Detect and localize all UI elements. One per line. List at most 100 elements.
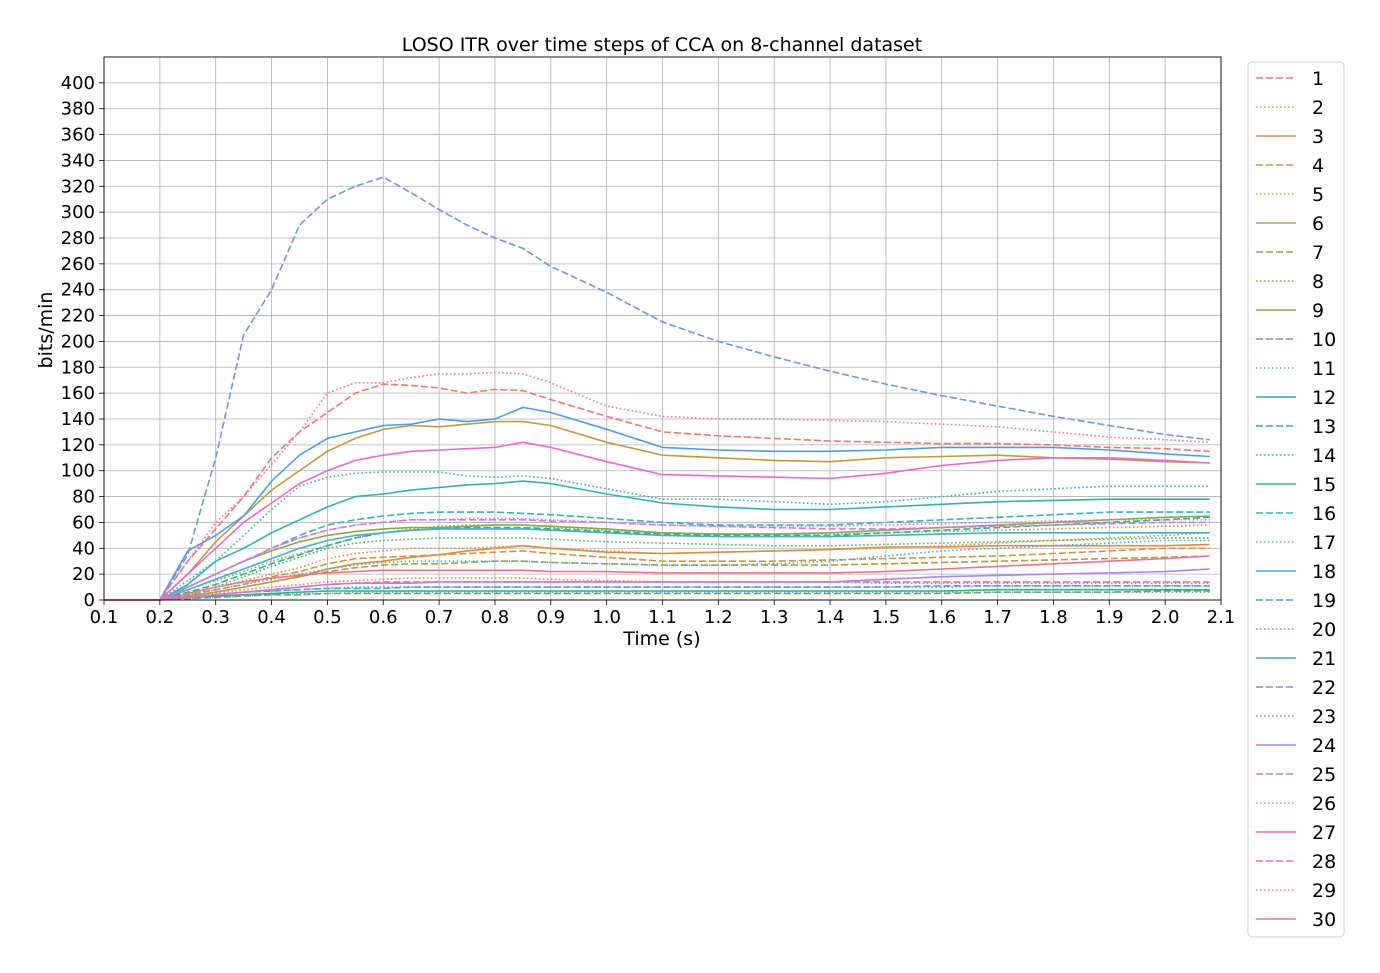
legend-label-2: 2	[1312, 97, 1324, 119]
y-tick-label: 40	[72, 538, 95, 559]
legend-label-7: 7	[1312, 242, 1324, 264]
legend-label-6: 6	[1312, 213, 1324, 235]
x-tick-label: 1.8	[1039, 607, 1068, 628]
series-line-27	[104, 441, 1210, 601]
y-tick-label: 220	[61, 306, 95, 327]
series-lines	[104, 176, 1210, 601]
legend-label-25: 25	[1312, 764, 1336, 786]
x-tick-label: 0.1	[90, 607, 119, 628]
y-axis-label: bits/min	[35, 292, 57, 369]
x-tick-label: 1.0	[592, 607, 621, 628]
legend: 1234567891011121314151617181920212223242…	[1247, 61, 1345, 938]
x-tick-label: 2.1	[1207, 607, 1236, 628]
series-line-22	[104, 176, 1210, 601]
x-tick-label: 1.6	[927, 607, 956, 628]
series-line-13	[104, 516, 1210, 601]
series-line-12	[104, 588, 1210, 601]
legend-label-28: 28	[1312, 851, 1336, 873]
y-tick-label: 280	[61, 228, 95, 249]
legend-label-4: 4	[1312, 155, 1324, 177]
y-tick-label: 340	[61, 150, 95, 171]
x-tick-label: 1.5	[872, 607, 901, 628]
x-tick-label: 0.6	[369, 607, 398, 628]
y-tick-label: 240	[61, 280, 95, 301]
legend-label-14: 14	[1312, 445, 1336, 467]
legend-label-8: 8	[1312, 271, 1324, 293]
x-tick-label: 1.9	[1095, 607, 1124, 628]
y-tick-label: 200	[61, 331, 95, 352]
legend-label-21: 21	[1312, 648, 1336, 670]
y-tick-label: 380	[61, 99, 95, 120]
x-tick-label: 0.9	[536, 607, 565, 628]
series-line-5	[104, 532, 1210, 601]
series-line-7	[104, 555, 1210, 601]
legend-label-12: 12	[1312, 387, 1336, 409]
y-tick-label: 300	[61, 202, 95, 223]
series-line-23	[104, 591, 1210, 601]
series-line-14	[104, 471, 1210, 601]
legend-label-24: 24	[1312, 735, 1336, 757]
series-line-21	[104, 406, 1210, 601]
legend-label-27: 27	[1312, 822, 1336, 844]
x-tick-label: 1.4	[816, 607, 845, 628]
y-tick-label: 60	[72, 512, 95, 533]
legend-label-26: 26	[1312, 793, 1336, 815]
legend-label-18: 18	[1312, 561, 1336, 583]
series-line-6	[104, 420, 1210, 601]
y-tick-label: 320	[61, 176, 95, 197]
y-tick-label: 0	[84, 590, 95, 611]
series-line-11	[104, 537, 1210, 601]
grid	[103, 57, 1222, 601]
legend-label-5: 5	[1312, 184, 1324, 206]
y-tick-label: 140	[61, 409, 95, 430]
x-axis-label: Time (s)	[622, 628, 700, 650]
series-line-28	[104, 581, 1210, 601]
y-tick-label: 400	[61, 73, 95, 94]
y-tick-label: 260	[61, 254, 95, 275]
legend-label-23: 23	[1312, 706, 1336, 728]
x-tick-label: 1.2	[704, 607, 733, 628]
legend-label-13: 13	[1312, 416, 1336, 438]
legend-label-9: 9	[1312, 300, 1324, 322]
legend-label-29: 29	[1312, 880, 1336, 902]
x-tick-label: 1.7	[983, 607, 1012, 628]
x-tick-label: 0.7	[425, 607, 454, 628]
legend-label-15: 15	[1312, 474, 1336, 496]
legend-label-19: 19	[1312, 590, 1336, 612]
x-tick-label: 1.3	[760, 607, 789, 628]
series-line-17	[104, 539, 1210, 601]
y-tick-label: 100	[61, 461, 95, 482]
x-tick-label: 0.3	[201, 607, 230, 628]
x-tick-label: 0.8	[481, 607, 510, 628]
legend-label-22: 22	[1312, 677, 1336, 699]
y-tick-label: 80	[72, 487, 95, 508]
legend-label-1: 1	[1312, 68, 1324, 90]
y-tick-label: 180	[61, 357, 95, 378]
x-tick-label: 0.4	[257, 607, 286, 628]
y-tick-label: 20	[72, 564, 95, 585]
series-line-18	[104, 528, 1210, 601]
series-line-20	[104, 584, 1210, 601]
x-tick-label: 1.1	[648, 607, 677, 628]
series-line-16	[104, 511, 1210, 601]
series-line-4	[104, 547, 1210, 601]
x-tick-label: 0.5	[313, 607, 342, 628]
legend-label-17: 17	[1312, 532, 1336, 554]
series-line-10	[104, 590, 1210, 601]
y-tick-label: 160	[61, 383, 95, 404]
series-line-29	[104, 371, 1210, 601]
y-tick-label: 120	[61, 435, 95, 456]
legend-label-20: 20	[1312, 619, 1336, 641]
y-tick-label: 360	[61, 125, 95, 146]
series-line-15	[104, 480, 1210, 601]
legend-label-3: 3	[1312, 126, 1324, 148]
series-line-2	[104, 577, 1210, 601]
x-tick-label: 0.2	[146, 607, 175, 628]
legend-label-16: 16	[1312, 503, 1336, 525]
x-tick-label: 2.0	[1151, 607, 1180, 628]
chart-title: LOSO ITR over time steps of CCA on 8-cha…	[402, 34, 922, 56]
axes: 0.1 0.2 0.3 0.4 0.5 0.6 0.7 0.8 0.9 1.0 1.1 1.2 1.3 1…	[61, 56, 1236, 628]
legend-label-10: 10	[1312, 329, 1336, 351]
plot-frame	[103, 56, 1222, 601]
